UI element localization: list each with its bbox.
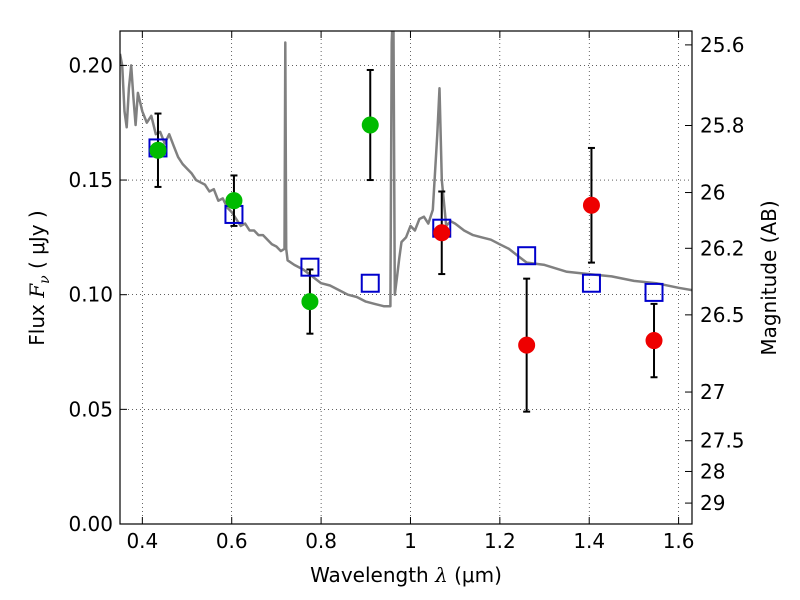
observed-flux-point <box>645 332 663 350</box>
model-flux-square <box>360 273 380 293</box>
observed-flux-point <box>149 141 167 159</box>
x-axis-label: Wavelength λ (μm) <box>310 563 502 587</box>
plot-frame <box>119 30 693 525</box>
mag-tick-label: 27.5 <box>700 429 745 453</box>
model-flux-square <box>300 257 320 277</box>
mag-tick-label: 26 <box>700 181 725 205</box>
plot-clip-group <box>120 31 692 413</box>
x-tick-label: 0.4 <box>126 529 158 553</box>
mag-tick-label: 27 <box>700 380 725 404</box>
x-tick-label: 0.8 <box>305 529 337 553</box>
tick-labels: 0.4 0.6 0.8 1 1.2 1.4 1.6 0.00 0.05 0.10 0.15 0.20 2… <box>68 33 744 553</box>
mag-tick-label: 25.8 <box>700 113 745 137</box>
mag-tick-label: 29 <box>700 491 725 515</box>
mag-tick-label: 28 <box>700 459 725 483</box>
model-spectrum-line <box>120 31 692 308</box>
observed-flux-point <box>433 224 451 242</box>
mag-tick-label: 25.6 <box>700 33 745 57</box>
model-flux-square <box>517 246 537 266</box>
observed-flux-point <box>301 293 319 311</box>
y-tick-label: 0.05 <box>68 397 113 421</box>
observed-flux-point <box>518 336 536 354</box>
model-flux-square <box>644 282 664 302</box>
grid-lines <box>120 31 692 525</box>
y-tick-label: 0.20 <box>68 53 113 77</box>
right-axis-label: Magnitude (AB) <box>757 200 781 355</box>
x-tick-label: 1.4 <box>573 529 605 553</box>
x-tick-label: 1.2 <box>484 529 516 553</box>
y-axis-label: Flux Fν ( μJy ) <box>25 210 53 345</box>
y-tick-label: 0.15 <box>68 168 113 192</box>
y-tick-label: 0.00 <box>68 512 113 536</box>
observed-flux-point <box>582 196 600 214</box>
mag-tick-label: 26.5 <box>700 303 745 327</box>
observed-flux-point <box>361 116 379 134</box>
model-flux-square <box>581 273 601 293</box>
y-tick-label: 0.10 <box>68 283 113 307</box>
axes-frame <box>119 30 693 525</box>
x-tick-label: 1 <box>404 529 417 553</box>
plot-area <box>120 31 692 413</box>
observed-flux-point <box>225 192 243 210</box>
mag-tick-label: 26.2 <box>700 236 745 260</box>
x-tick-label: 1.6 <box>663 529 695 553</box>
x-tick-label: 0.6 <box>216 529 248 553</box>
